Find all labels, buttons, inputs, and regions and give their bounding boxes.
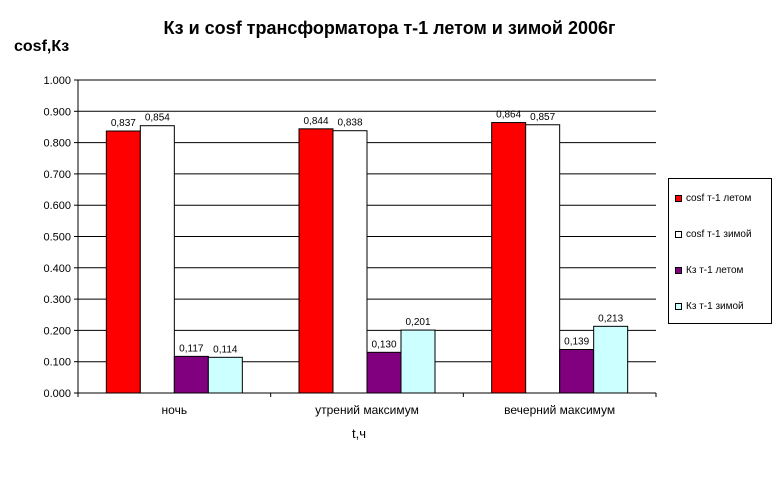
bar <box>207 356 243 394</box>
data-label: 0,213 <box>598 313 623 324</box>
data-label: 0,130 <box>371 339 396 350</box>
legend-swatch <box>675 266 682 274</box>
legend-label: Кз т-1 летом <box>686 264 744 276</box>
data-label: 0,117 <box>179 343 204 354</box>
y-tick-label: 0.400 <box>43 263 71 275</box>
x-tick-label: ночь <box>162 403 188 417</box>
y-tick-label: 0.500 <box>43 232 71 244</box>
x-tick-label: вечерний максимум <box>504 403 615 417</box>
bar <box>298 128 334 394</box>
y-tick-label: 0.800 <box>43 138 71 150</box>
bar <box>139 125 175 394</box>
legend-item: Кз т-1 зимой <box>675 299 744 313</box>
y-tick-label: 0.600 <box>43 200 71 212</box>
bar <box>400 329 436 394</box>
data-label: 0,844 <box>303 116 328 127</box>
legend: cosf т-1 летом cosf т-1 зимой Кз т-1 летом… <box>668 178 772 324</box>
bar <box>491 122 527 394</box>
legend-label: cosf т-1 летом <box>686 192 752 204</box>
y-tick-label: 1.000 <box>43 75 71 87</box>
data-label: 0,139 <box>564 336 589 347</box>
legend-item: cosf т-1 летом <box>675 191 751 205</box>
legend-swatch <box>675 194 682 202</box>
x-tick-label: утрений максимум <box>315 403 419 417</box>
y-tick-label: 0.900 <box>43 106 71 118</box>
legend-item: cosf т-1 зимой <box>675 227 752 241</box>
legend-item: Кз т-1 летом <box>675 263 743 277</box>
bar <box>173 355 209 394</box>
bar <box>366 351 402 394</box>
bar <box>593 325 629 394</box>
y-tick-label: 0.300 <box>43 294 71 306</box>
data-label: 0,838 <box>337 118 362 129</box>
data-label: 0,864 <box>496 110 521 121</box>
bar <box>332 130 368 394</box>
chart-title: Кз и cosf трансформатора т-1 летом и зим… <box>163 18 616 38</box>
y-tick-label: 0.000 <box>43 388 71 400</box>
y-tick-label: 0.700 <box>43 169 71 181</box>
data-label: 0,201 <box>405 317 430 328</box>
y-tick-label: 0.200 <box>43 325 71 337</box>
data-label: 0,837 <box>111 118 136 129</box>
data-label: 0,857 <box>530 112 555 123</box>
data-label: 0,114 <box>213 344 238 355</box>
bar <box>525 124 561 394</box>
legend-swatch <box>675 302 682 310</box>
data-label: 0,854 <box>145 113 170 124</box>
legend-swatch <box>675 230 682 238</box>
legend-label: cosf т-1 зимой <box>686 228 752 240</box>
bar <box>105 130 141 394</box>
legend-label: Кз т-1 зимой <box>686 300 744 312</box>
bar <box>559 348 595 394</box>
y-tick-label: 0.100 <box>43 357 71 369</box>
x-axis-label: t,ч <box>352 426 366 441</box>
y-axis-label: cosf,Кз <box>14 38 70 55</box>
